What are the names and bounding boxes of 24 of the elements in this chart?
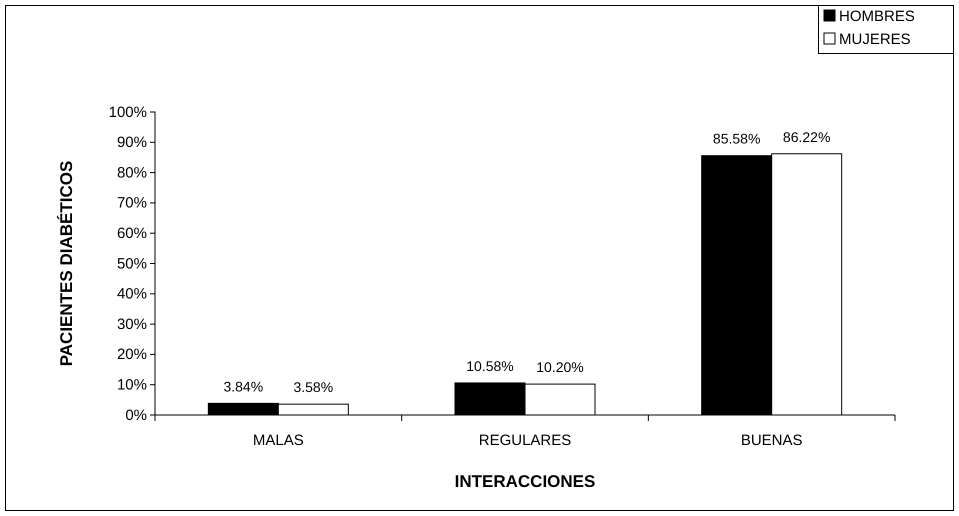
y-tick-label: 100% bbox=[108, 104, 147, 121]
x-tick-label: BUENAS bbox=[740, 432, 803, 449]
data-label: 10.58% bbox=[466, 358, 514, 374]
y-tick-label: 30% bbox=[116, 316, 147, 333]
y-tick-label: 90% bbox=[116, 134, 147, 152]
data-label: 10.20% bbox=[536, 359, 584, 376]
data-label: 85.58% bbox=[712, 130, 760, 147]
data-label: 3.58% bbox=[293, 379, 334, 396]
y-tick-label: 50% bbox=[116, 255, 147, 272]
y-tick-label: 0% bbox=[125, 406, 147, 424]
y-tick-label: 80% bbox=[116, 164, 147, 182]
data-label: 86.22% bbox=[782, 128, 830, 145]
data-label: 3.84% bbox=[223, 378, 264, 394]
x-axis-title: INTERACCIONES bbox=[454, 472, 596, 491]
y-tick-label: 40% bbox=[116, 286, 147, 303]
legend-label: HOMBRES bbox=[839, 8, 915, 25]
y-axis-title: PACIENTES DIABÉTICOS bbox=[56, 160, 76, 366]
legend-label: MUJERES bbox=[839, 31, 911, 48]
y-tick-label: 70% bbox=[116, 194, 147, 212]
y-tick-label: 60% bbox=[116, 225, 147, 242]
x-tick-label: MALAS bbox=[252, 432, 304, 449]
y-tick-label: 10% bbox=[116, 376, 147, 394]
y-tick-label: 20% bbox=[116, 346, 147, 364]
x-tick-label: REGULARES bbox=[478, 432, 572, 449]
